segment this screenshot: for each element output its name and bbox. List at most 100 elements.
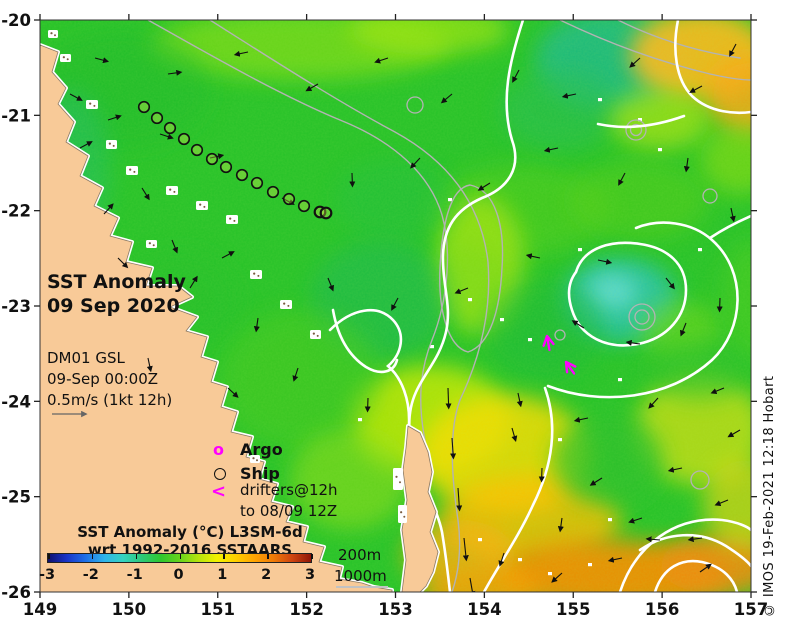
current-vector-arrow: [727, 429, 741, 438]
islet-dot: [54, 34, 56, 37]
gsl-contour: [638, 533, 751, 568]
model-info-line2: 09-Sep 00:00Z: [47, 370, 159, 388]
data-gap-dot: [468, 298, 472, 302]
island-cluster: [166, 186, 178, 195]
current-vector-arrow: [233, 50, 249, 57]
x-tick-label: 156: [645, 600, 679, 619]
islet-dot: [50, 32, 53, 35]
current-vector-arrow: [665, 277, 675, 290]
islet-dot: [395, 475, 398, 478]
islet-dot: [316, 334, 319, 337]
current-vector-arrow: [607, 556, 623, 563]
current-vector-arrow: [292, 367, 299, 382]
colorbar-tick: [48, 554, 50, 559]
island-cluster: [48, 30, 58, 38]
x-tick-label: 153: [378, 600, 412, 619]
data-gap-dot: [448, 198, 452, 202]
islet-dot: [169, 188, 172, 191]
ship-track-point: [177, 132, 191, 146]
gsl-contour: [331, 308, 399, 374]
x-tick-label: 150: [112, 600, 146, 619]
argo-symbol: o: [213, 440, 224, 459]
islet-dot: [62, 56, 65, 59]
gsl-contour: [328, 309, 411, 426]
current-vector-arrow: [440, 93, 453, 104]
current-vector-arrow: [410, 157, 421, 169]
islet-dot: [129, 168, 132, 171]
islet-dot: [256, 459, 258, 462]
current-vector-arrow: [628, 517, 643, 524]
data-gap-dot: [698, 248, 702, 252]
islet-dot: [400, 511, 403, 514]
islet-dot: [148, 242, 151, 245]
current-vector-arrow: [589, 477, 603, 486]
colorbar: [47, 553, 313, 563]
colorbar-tick-label: 3: [304, 567, 316, 583]
islet-dot: [89, 102, 92, 105]
islet-dot: [253, 272, 256, 275]
current-vector-arrow: [680, 322, 687, 337]
fraser-island: [401, 425, 439, 592]
current-vector-arrow: [687, 536, 703, 543]
current-vector-arrow: [221, 251, 235, 259]
map-title-line1: SST Anomaly: [47, 271, 186, 293]
y-tick-label: -20: [1, 11, 31, 30]
ship-track-point: [150, 111, 164, 125]
bathymetry-contour: [209, 20, 490, 592]
current-vector-arrow: [107, 114, 122, 121]
island-cluster: [250, 270, 262, 279]
data-gap-dot: [608, 518, 612, 522]
islet-dot: [133, 170, 136, 173]
islet-dot: [257, 274, 260, 277]
island-cluster: [106, 140, 117, 149]
bathymetry-contour-loop: [690, 470, 710, 490]
y-tick-label: -26: [1, 583, 31, 602]
current-vector-arrow: [699, 563, 712, 573]
drifters-label-line1: drifters@12h: [240, 481, 338, 499]
current-vector-arrow: [498, 552, 505, 567]
drifter-arrow-icon: <: [211, 481, 227, 502]
islet-dot: [93, 104, 96, 107]
y-tick-label: -22: [1, 202, 31, 221]
depth-contour-sample: [336, 586, 388, 588]
current-vector-arrow: [159, 133, 174, 140]
colorbar-tick-label: -2: [82, 567, 99, 583]
data-gap-dot: [618, 378, 622, 382]
gsl-contour: [674, 20, 751, 115]
current-vector-arrow: [450, 437, 457, 460]
current-vector-arrow: [618, 172, 626, 186]
bathymetry-contour-loop: [629, 123, 643, 137]
model-info-line1: DM01 GSL: [47, 349, 125, 367]
colorbar-tick: [91, 554, 94, 559]
current-vector-arrow: [729, 207, 736, 223]
gsl-contour: [618, 518, 751, 592]
data-gap-dot: [358, 418, 362, 422]
model-info-line3: 0.5m/s (1kt 12h): [47, 391, 173, 409]
current-vector-arrow: [516, 392, 523, 408]
ship-track-point: [163, 121, 177, 135]
y-tick-label: -25: [1, 488, 31, 507]
island-cluster: [398, 505, 407, 523]
islet-dot: [399, 481, 401, 484]
current-vector-arrow: [94, 57, 110, 64]
current-vector-arrow: [689, 85, 703, 93]
bathymetry-contour-loop: [628, 303, 656, 331]
data-gap-dot: [478, 538, 482, 542]
bathymetry-contour-loop: [625, 119, 647, 141]
current-vector-arrow: [469, 577, 476, 592]
mainland: [40, 44, 393, 592]
ship-track-point: [235, 168, 249, 182]
gsl-contour: [567, 241, 688, 347]
current-vector-arrow: [729, 43, 737, 57]
island-cluster: [310, 330, 321, 339]
current-vector-arrow: [171, 239, 178, 254]
islet-dot: [66, 58, 69, 61]
data-gap-dot: [578, 248, 582, 252]
colorbar-tick: [311, 554, 313, 559]
ship-track-point: [137, 100, 151, 114]
y-tick-label: -23: [1, 297, 31, 316]
current-vector-arrow: [597, 258, 613, 265]
current-vector-arrow: [79, 141, 93, 149]
current-vector-arrow: [512, 69, 520, 83]
